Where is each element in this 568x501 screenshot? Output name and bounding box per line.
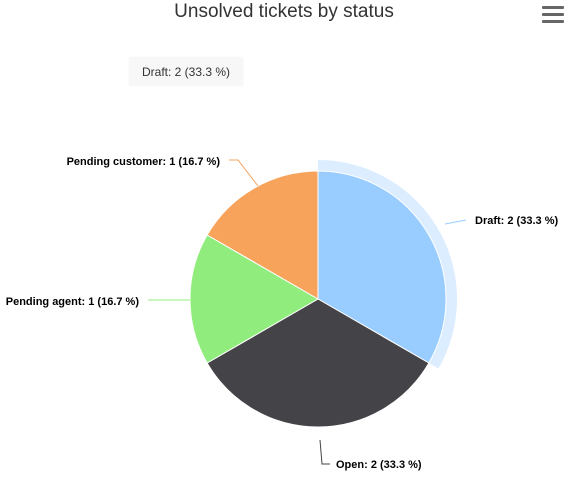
chart-title: Unsolved tickets by status <box>174 1 394 22</box>
connector-draft <box>444 219 467 225</box>
data-label-open: Open: 2 (33.3 %) <box>336 459 422 471</box>
data-label-pending-customer: Pending customer: 1 (16.7 %) <box>67 156 221 168</box>
chart-menu-button[interactable] <box>542 6 564 26</box>
pie-slice-pending-agent[interactable] <box>189 234 319 364</box>
slice-halo-draft <box>318 160 457 369</box>
connector-open <box>319 439 330 465</box>
data-label-draft: Draft: 2 (33.3 %) <box>475 215 558 227</box>
connector-pending-customer <box>229 159 259 187</box>
hamburger-menu-icon <box>542 6 564 23</box>
chart-tooltip: Draft: 2 (33.3 %) <box>129 57 243 86</box>
data-label-pending-agent: Pending agent: 1 (16.7 %) <box>6 296 140 308</box>
pie-slice-pending-customer[interactable] <box>206 170 319 300</box>
pie-slice-draft[interactable] <box>317 170 447 364</box>
pie-slice-open[interactable] <box>206 298 430 428</box>
